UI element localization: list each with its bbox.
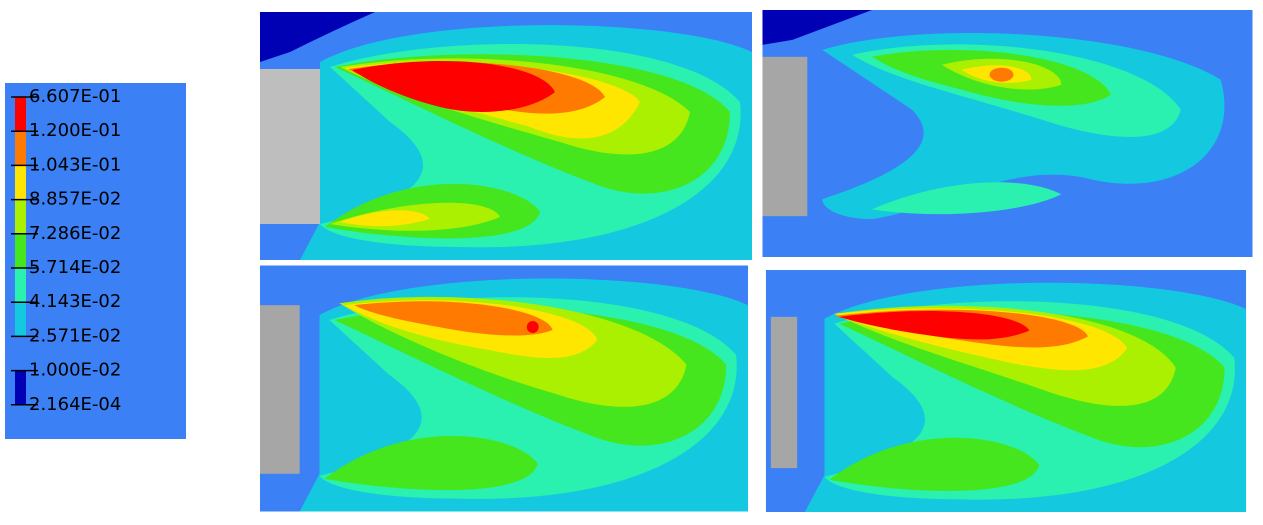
legend-label: 8.857E-02 bbox=[29, 189, 121, 210]
legend-swatch bbox=[15, 370, 26, 405]
legend-swatch bbox=[15, 199, 26, 234]
legend-label: 5.714E-02 bbox=[29, 257, 121, 278]
legend-label: 2.164E-04 bbox=[29, 394, 121, 415]
legend-label: 6.607E-01 bbox=[29, 86, 121, 107]
contour-panel bbox=[260, 265, 748, 512]
contour-panel bbox=[762, 10, 1253, 257]
contour-panel bbox=[260, 12, 752, 260]
legend-background bbox=[5, 83, 186, 439]
legend-label: 2.571E-02 bbox=[29, 325, 121, 346]
legend-swatch bbox=[15, 97, 26, 132]
legend-label: 4.143E-02 bbox=[29, 291, 121, 312]
legend-swatch bbox=[15, 165, 26, 200]
legend-swatch bbox=[15, 233, 26, 268]
legend-label: 1.000E-02 bbox=[29, 360, 121, 381]
legend-swatch bbox=[15, 336, 26, 371]
legend-swatch bbox=[15, 268, 26, 303]
legend: 6.607E-01 1.200E-01 1.043E-01 8.857E-02 7.28… bbox=[5, 83, 186, 439]
legend-label: 7.286E-02 bbox=[29, 223, 121, 244]
legend-label: 1.200E-01 bbox=[29, 120, 121, 141]
legend-swatch bbox=[15, 131, 26, 166]
contour-panel bbox=[765, 270, 1247, 512]
legend-swatch bbox=[15, 302, 26, 337]
legend-label: 1.043E-01 bbox=[29, 154, 121, 175]
